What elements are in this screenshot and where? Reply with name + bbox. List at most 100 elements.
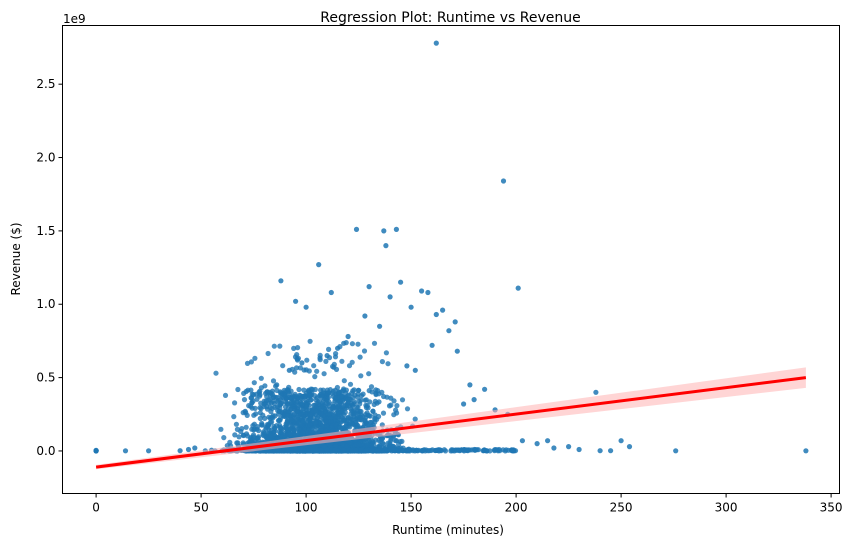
scatter-point	[515, 285, 521, 291]
scatter-point	[297, 393, 304, 399]
scatter-point	[497, 448, 503, 454]
plot-frame	[62, 25, 840, 494]
scatter-point	[291, 427, 297, 433]
scatter-point	[267, 405, 273, 411]
scatter-point	[285, 389, 291, 395]
scatter-point	[337, 399, 343, 405]
scatter-point	[323, 419, 329, 425]
scatter-point	[272, 425, 278, 431]
scatter-point	[363, 448, 369, 454]
scatter-point	[332, 395, 338, 401]
scatter-point	[370, 408, 376, 414]
scatter-point	[262, 383, 268, 389]
scatter-point	[258, 375, 264, 381]
scatter-point	[387, 294, 393, 300]
scatter-point	[345, 333, 351, 340]
scatter-point	[353, 226, 360, 232]
scatter-point	[353, 447, 359, 453]
x-tick-label: 50	[193, 501, 208, 515]
x-tick-label: 250	[610, 501, 633, 515]
scatter-point	[369, 389, 375, 395]
scatter-point	[545, 438, 551, 444]
scatter-point	[377, 323, 383, 329]
scatter-point	[285, 427, 291, 433]
scatter-point	[356, 398, 362, 404]
scatter-point	[301, 414, 307, 420]
scatter-point	[269, 419, 275, 425]
scatter-point	[383, 350, 389, 356]
scatter-point	[146, 448, 152, 454]
scatter-point	[344, 443, 350, 449]
scatter-point	[286, 448, 292, 454]
scatter-point	[371, 340, 378, 346]
scatter-point	[383, 243, 389, 249]
scatter-point	[511, 448, 517, 454]
scatter-point	[299, 423, 305, 429]
scatter-point	[626, 444, 633, 450]
scatter-point	[505, 447, 511, 453]
scatter-point	[347, 440, 353, 446]
plot-area	[93, 40, 809, 470]
scatter-point	[364, 441, 370, 448]
scatter-point	[272, 404, 278, 410]
scatter-point	[551, 445, 557, 451]
scatter-point	[367, 413, 373, 419]
scatter-point	[257, 415, 263, 422]
scatter-point	[330, 405, 336, 411]
scatter-point	[283, 408, 289, 414]
scatter-point	[356, 387, 362, 393]
scatter-point	[331, 364, 337, 370]
scatter-point	[379, 359, 385, 365]
scatter-point	[339, 393, 345, 399]
scatter-point	[288, 399, 295, 405]
scatter-point	[213, 370, 219, 376]
scatter-point	[267, 392, 273, 398]
scatter-point	[296, 386, 302, 393]
scatter-point	[393, 226, 399, 232]
scatter-point	[314, 424, 320, 430]
scatter-point	[318, 426, 324, 432]
scatter-cloud	[212, 338, 519, 454]
scatter-point	[256, 428, 262, 434]
scatter-point	[440, 307, 446, 313]
scatter-point	[294, 414, 300, 420]
scatter-point	[232, 400, 238, 406]
scatter-point	[399, 397, 406, 403]
scatter-point	[309, 386, 315, 392]
y-tick-label: 2.0	[36, 151, 55, 165]
scatter-point	[291, 406, 297, 412]
scatter-point	[260, 431, 266, 437]
scatter-point	[250, 432, 257, 438]
x-tick-label: 300	[715, 501, 738, 515]
scatter-point	[318, 411, 324, 417]
scatter-point	[234, 440, 240, 446]
scatter-point	[326, 411, 333, 417]
scatter-point	[380, 410, 387, 416]
scatter-point	[566, 444, 572, 450]
scatter-point	[252, 355, 258, 361]
y-tick-label: 1.0	[36, 297, 55, 311]
scatter-point	[251, 380, 257, 386]
scatter-point	[345, 399, 351, 405]
scatter-point	[381, 441, 387, 447]
scatter-point	[336, 390, 342, 396]
scatter-point	[312, 374, 318, 380]
scatter-point	[433, 40, 439, 46]
scatter-point	[379, 436, 385, 442]
scatter-point	[284, 413, 290, 419]
scatter-point	[388, 402, 394, 408]
scatter-point	[363, 404, 369, 411]
scatter-point	[311, 363, 317, 369]
scatter-point	[354, 404, 360, 410]
scatter-point	[374, 416, 380, 422]
y-tick-label: 0.5	[36, 371, 55, 385]
scatter-point	[316, 262, 322, 268]
scatter-point	[390, 447, 396, 453]
scatter-point	[379, 389, 385, 395]
scatter-point	[303, 304, 309, 310]
scatter-point	[361, 348, 368, 354]
scatter-point	[265, 397, 272, 403]
scatter-point	[376, 399, 382, 405]
scatter-point	[425, 448, 431, 454]
scatter-point	[291, 345, 297, 351]
